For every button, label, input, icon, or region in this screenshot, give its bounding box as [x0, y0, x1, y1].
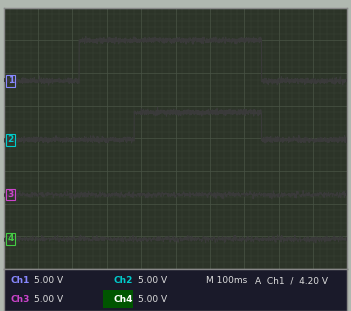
Text: ▼: ▼: [0, 310, 1, 311]
Text: M 100ms: M 100ms: [206, 276, 248, 285]
Text: 5.00 V: 5.00 V: [138, 276, 167, 285]
Text: 5.00 V: 5.00 V: [34, 295, 64, 304]
Text: A  Ch1  /  4.20 V: A Ch1 / 4.20 V: [254, 276, 327, 285]
Text: Ch1: Ch1: [11, 276, 30, 285]
FancyBboxPatch shape: [103, 290, 133, 308]
Text: 5.00 V: 5.00 V: [34, 276, 64, 285]
Text: ◄: ◄: [0, 310, 1, 311]
Text: 3: 3: [8, 190, 14, 199]
Text: 2: 2: [8, 135, 14, 144]
Text: 4: 4: [8, 234, 14, 244]
Text: 1: 1: [8, 77, 14, 86]
Text: 5.00 V: 5.00 V: [138, 295, 167, 304]
Text: Ch2: Ch2: [114, 276, 133, 285]
Text: Ch4: Ch4: [114, 295, 133, 304]
Text: Ch3: Ch3: [11, 295, 30, 304]
